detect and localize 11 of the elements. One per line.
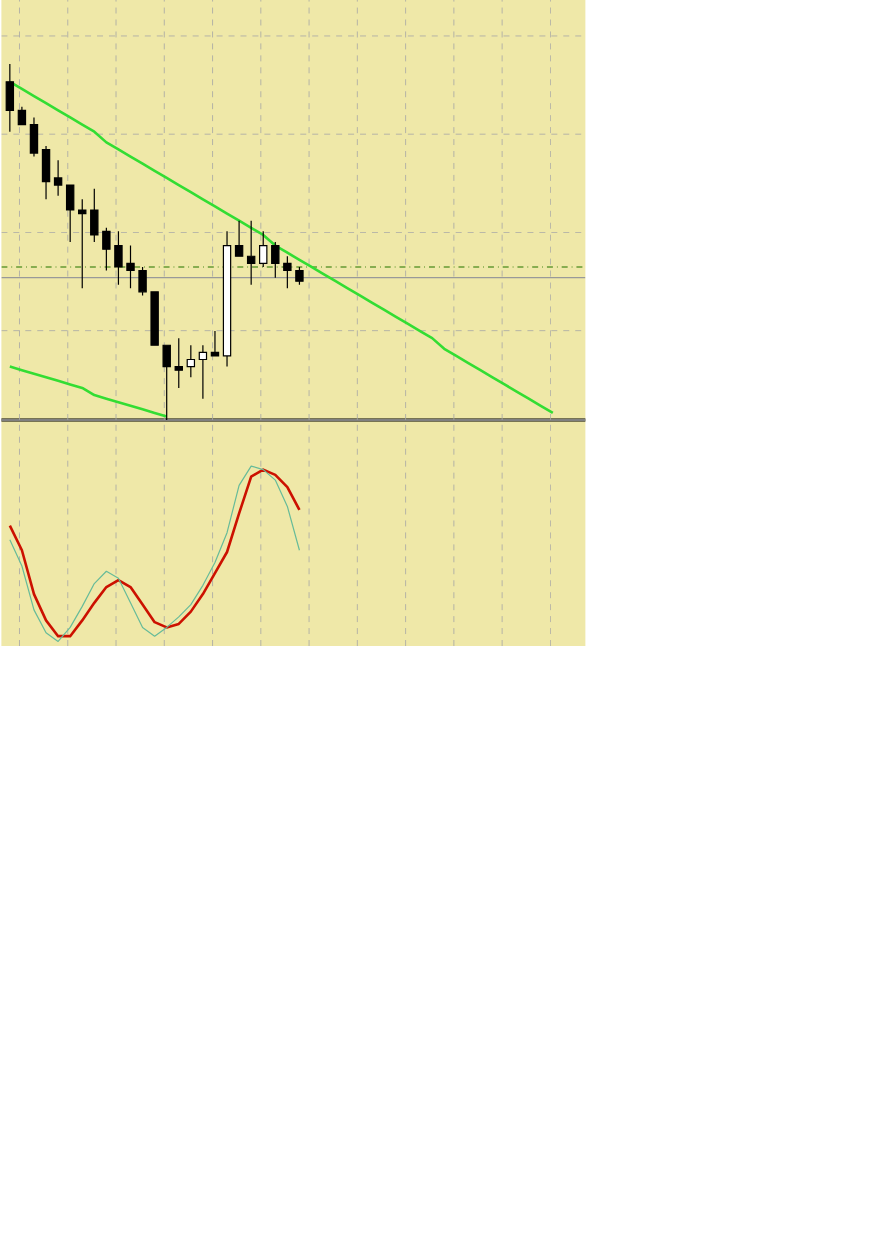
candlestick bbox=[235, 220, 244, 257]
candlestick bbox=[199, 344, 208, 400]
candlestick bbox=[174, 337, 184, 389]
candlestick bbox=[42, 145, 51, 200]
candlestick bbox=[66, 184, 75, 243]
candlestick bbox=[211, 330, 220, 357]
candlestick bbox=[5, 63, 15, 133]
candlestick bbox=[18, 106, 27, 126]
candlestick bbox=[223, 230, 232, 368]
candlestick bbox=[30, 116, 39, 158]
candlestick bbox=[54, 159, 63, 197]
